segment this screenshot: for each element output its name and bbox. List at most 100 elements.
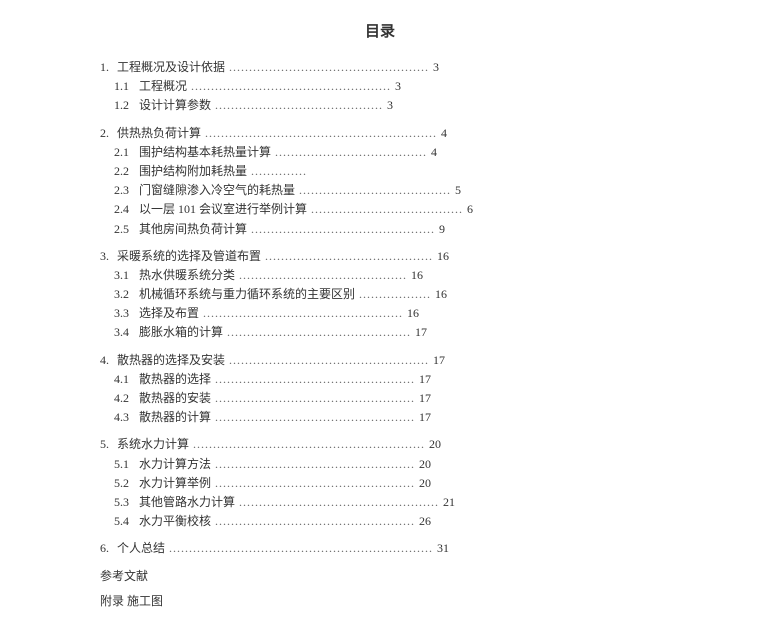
page-number: 6	[467, 200, 473, 219]
subsection-label: 其他房间热负荷计算	[139, 220, 247, 239]
leader-dots: ........................................…	[205, 124, 437, 143]
subsection-label: 水力平衡校核	[139, 512, 211, 531]
toc-section: 6.个人总结..................................…	[100, 539, 660, 558]
leader-dots: ......................................	[299, 181, 451, 200]
toc-subsection: 5.4水力平衡校核...............................…	[100, 512, 660, 531]
page-number: 17	[415, 323, 427, 342]
page-number: 17	[433, 351, 445, 370]
subsection-number: 2.1	[114, 143, 129, 162]
page-number: 20	[419, 455, 431, 474]
leader-dots: ........................................…	[215, 96, 383, 115]
leader-dots: ........................................…	[265, 247, 433, 266]
subsection-label: 工程概况	[139, 77, 187, 96]
section-label: 工程概况及设计依据	[117, 58, 225, 77]
subsection-label: 散热器的安装	[139, 389, 211, 408]
page-number: 17	[419, 370, 431, 389]
leader-dots: ........................................…	[227, 323, 411, 342]
toc-section-heading: 2. 供热热负荷计算...............................…	[100, 124, 660, 143]
leader-dots: ........................................…	[239, 266, 407, 285]
section-number: 2.	[100, 124, 109, 143]
page-number: 20	[429, 435, 441, 454]
page-number: 31	[437, 539, 449, 558]
subsection-number: 3.3	[114, 304, 129, 323]
toc-subsection: 1.2 设计计算参数...............................…	[100, 96, 660, 115]
leader-dots: ........................................…	[215, 408, 415, 427]
leader-dots: ........................................…	[203, 304, 403, 323]
subsection-number: 4.1	[114, 370, 129, 389]
page-number: 5	[455, 181, 461, 200]
leader-dots: ........................................…	[191, 77, 391, 96]
section-label: 系统水力计算	[117, 435, 189, 454]
subsection-label: 设计计算参数	[139, 96, 211, 115]
subsection-label: 围护结构附加耗热量	[139, 162, 247, 181]
subsection-number: 1.2	[114, 96, 129, 115]
page-number: 16	[407, 304, 419, 323]
subsection-number: 5.1	[114, 455, 129, 474]
toc-section-heading: 4.散热器的选择及安装.............................…	[100, 351, 660, 370]
subsection-label: 散热器的选择	[139, 370, 211, 389]
subsection-label: 以一层 101 会议室进行举例计算	[139, 200, 307, 219]
toc-section: 3.采暖系统的选择及管道布置..........................…	[100, 247, 660, 343]
leader-dots: ........................................…	[215, 474, 415, 493]
leader-dots: ........................................…	[229, 351, 429, 370]
subsection-label: 水力计算举例	[139, 474, 211, 493]
subsection-label: 水力计算方法	[139, 455, 211, 474]
page-number: 3	[395, 77, 401, 96]
subsection-label: 热水供暖系统分类	[139, 266, 235, 285]
section-number: 6.	[100, 539, 109, 558]
page-number: 17	[419, 389, 431, 408]
page-number: 3	[387, 96, 393, 115]
page-number: 3	[433, 58, 439, 77]
leader-dots: ........................................…	[215, 455, 415, 474]
toc-body: 1. 工程概况及设计依据.............................…	[100, 58, 660, 559]
toc-subsection: 2.4以一层 101 会议室进行举例计算....................…	[100, 200, 660, 219]
page-number: 21	[443, 493, 455, 512]
leader-dots: ........................................…	[215, 512, 415, 531]
subsection-number: 4.3	[114, 408, 129, 427]
page-number: 4	[441, 124, 447, 143]
section-number: 1.	[100, 58, 109, 77]
toc-subsection: 1.1工程概况.................................…	[100, 77, 660, 96]
leader-dots: ........................................…	[215, 389, 415, 408]
leader-dots: ........................................…	[229, 58, 429, 77]
toc-section-heading: 6.个人总结..................................…	[100, 539, 660, 558]
section-label: 供热热负荷计算	[117, 124, 201, 143]
toc-section: 5.系统水力计算................................…	[100, 435, 660, 531]
subsection-number: 4.2	[114, 389, 129, 408]
page-number: 4	[431, 143, 437, 162]
subsection-number: 3.2	[114, 285, 129, 304]
subsection-label: 围护结构基本耗热量计算	[139, 143, 271, 162]
page-number: 16	[437, 247, 449, 266]
toc-subsection: 5.1 水力计算方法...............................…	[100, 455, 660, 474]
leader-dots: ........................................…	[251, 220, 435, 239]
toc-subsection: 4.2 散热器的安装...............................…	[100, 389, 660, 408]
subsection-label: 散热器的计算	[139, 408, 211, 427]
references-line: 参考文献	[100, 567, 660, 586]
subsection-number: 3.1	[114, 266, 129, 285]
page-number: 17	[419, 408, 431, 427]
toc-title: 目录	[100, 20, 660, 44]
toc-subsection: 2.3 门窗缝隙渗入冷空气的耗热量........................…	[100, 181, 660, 200]
toc-section: 4.散热器的选择及安装.............................…	[100, 351, 660, 428]
toc-subsection: 4.3 散热器的计算...............................…	[100, 408, 660, 427]
subsection-number: 5.3	[114, 493, 129, 512]
toc-subsection: 4.1散热器的选择...............................…	[100, 370, 660, 389]
toc-subsection: 3.3 选择及布置................................…	[100, 304, 660, 323]
section-label: 采暖系统的选择及管道布置	[117, 247, 261, 266]
toc-section-heading: 5.系统水力计算................................…	[100, 435, 660, 454]
toc-subsection: 2.2围护结构附加耗热量..............	[100, 162, 660, 181]
leader-dots: ......................................	[311, 200, 463, 219]
subsection-label: 机械循环系统与重力循环系统的主要区别	[139, 285, 355, 304]
toc-subsection: 5.2水力计算举例...............................…	[100, 474, 660, 493]
subsection-label: 选择及布置	[139, 304, 199, 323]
subsection-label: 门窗缝隙渗入冷空气的耗热量	[139, 181, 295, 200]
subsection-number: 2.3	[114, 181, 129, 200]
subsection-number: 2.2	[114, 162, 129, 181]
section-label: 个人总结	[117, 539, 165, 558]
toc-section: 2. 供热热负荷计算...............................…	[100, 124, 660, 239]
page-number: 16	[435, 285, 447, 304]
leader-dots: ..................	[359, 285, 431, 304]
toc-section-heading: 1. 工程概况及设计依据.............................…	[100, 58, 660, 77]
subsection-label: 其他管路水力计算	[139, 493, 235, 512]
toc-subsection: 5.3其他管路水力计算.............................…	[100, 493, 660, 512]
